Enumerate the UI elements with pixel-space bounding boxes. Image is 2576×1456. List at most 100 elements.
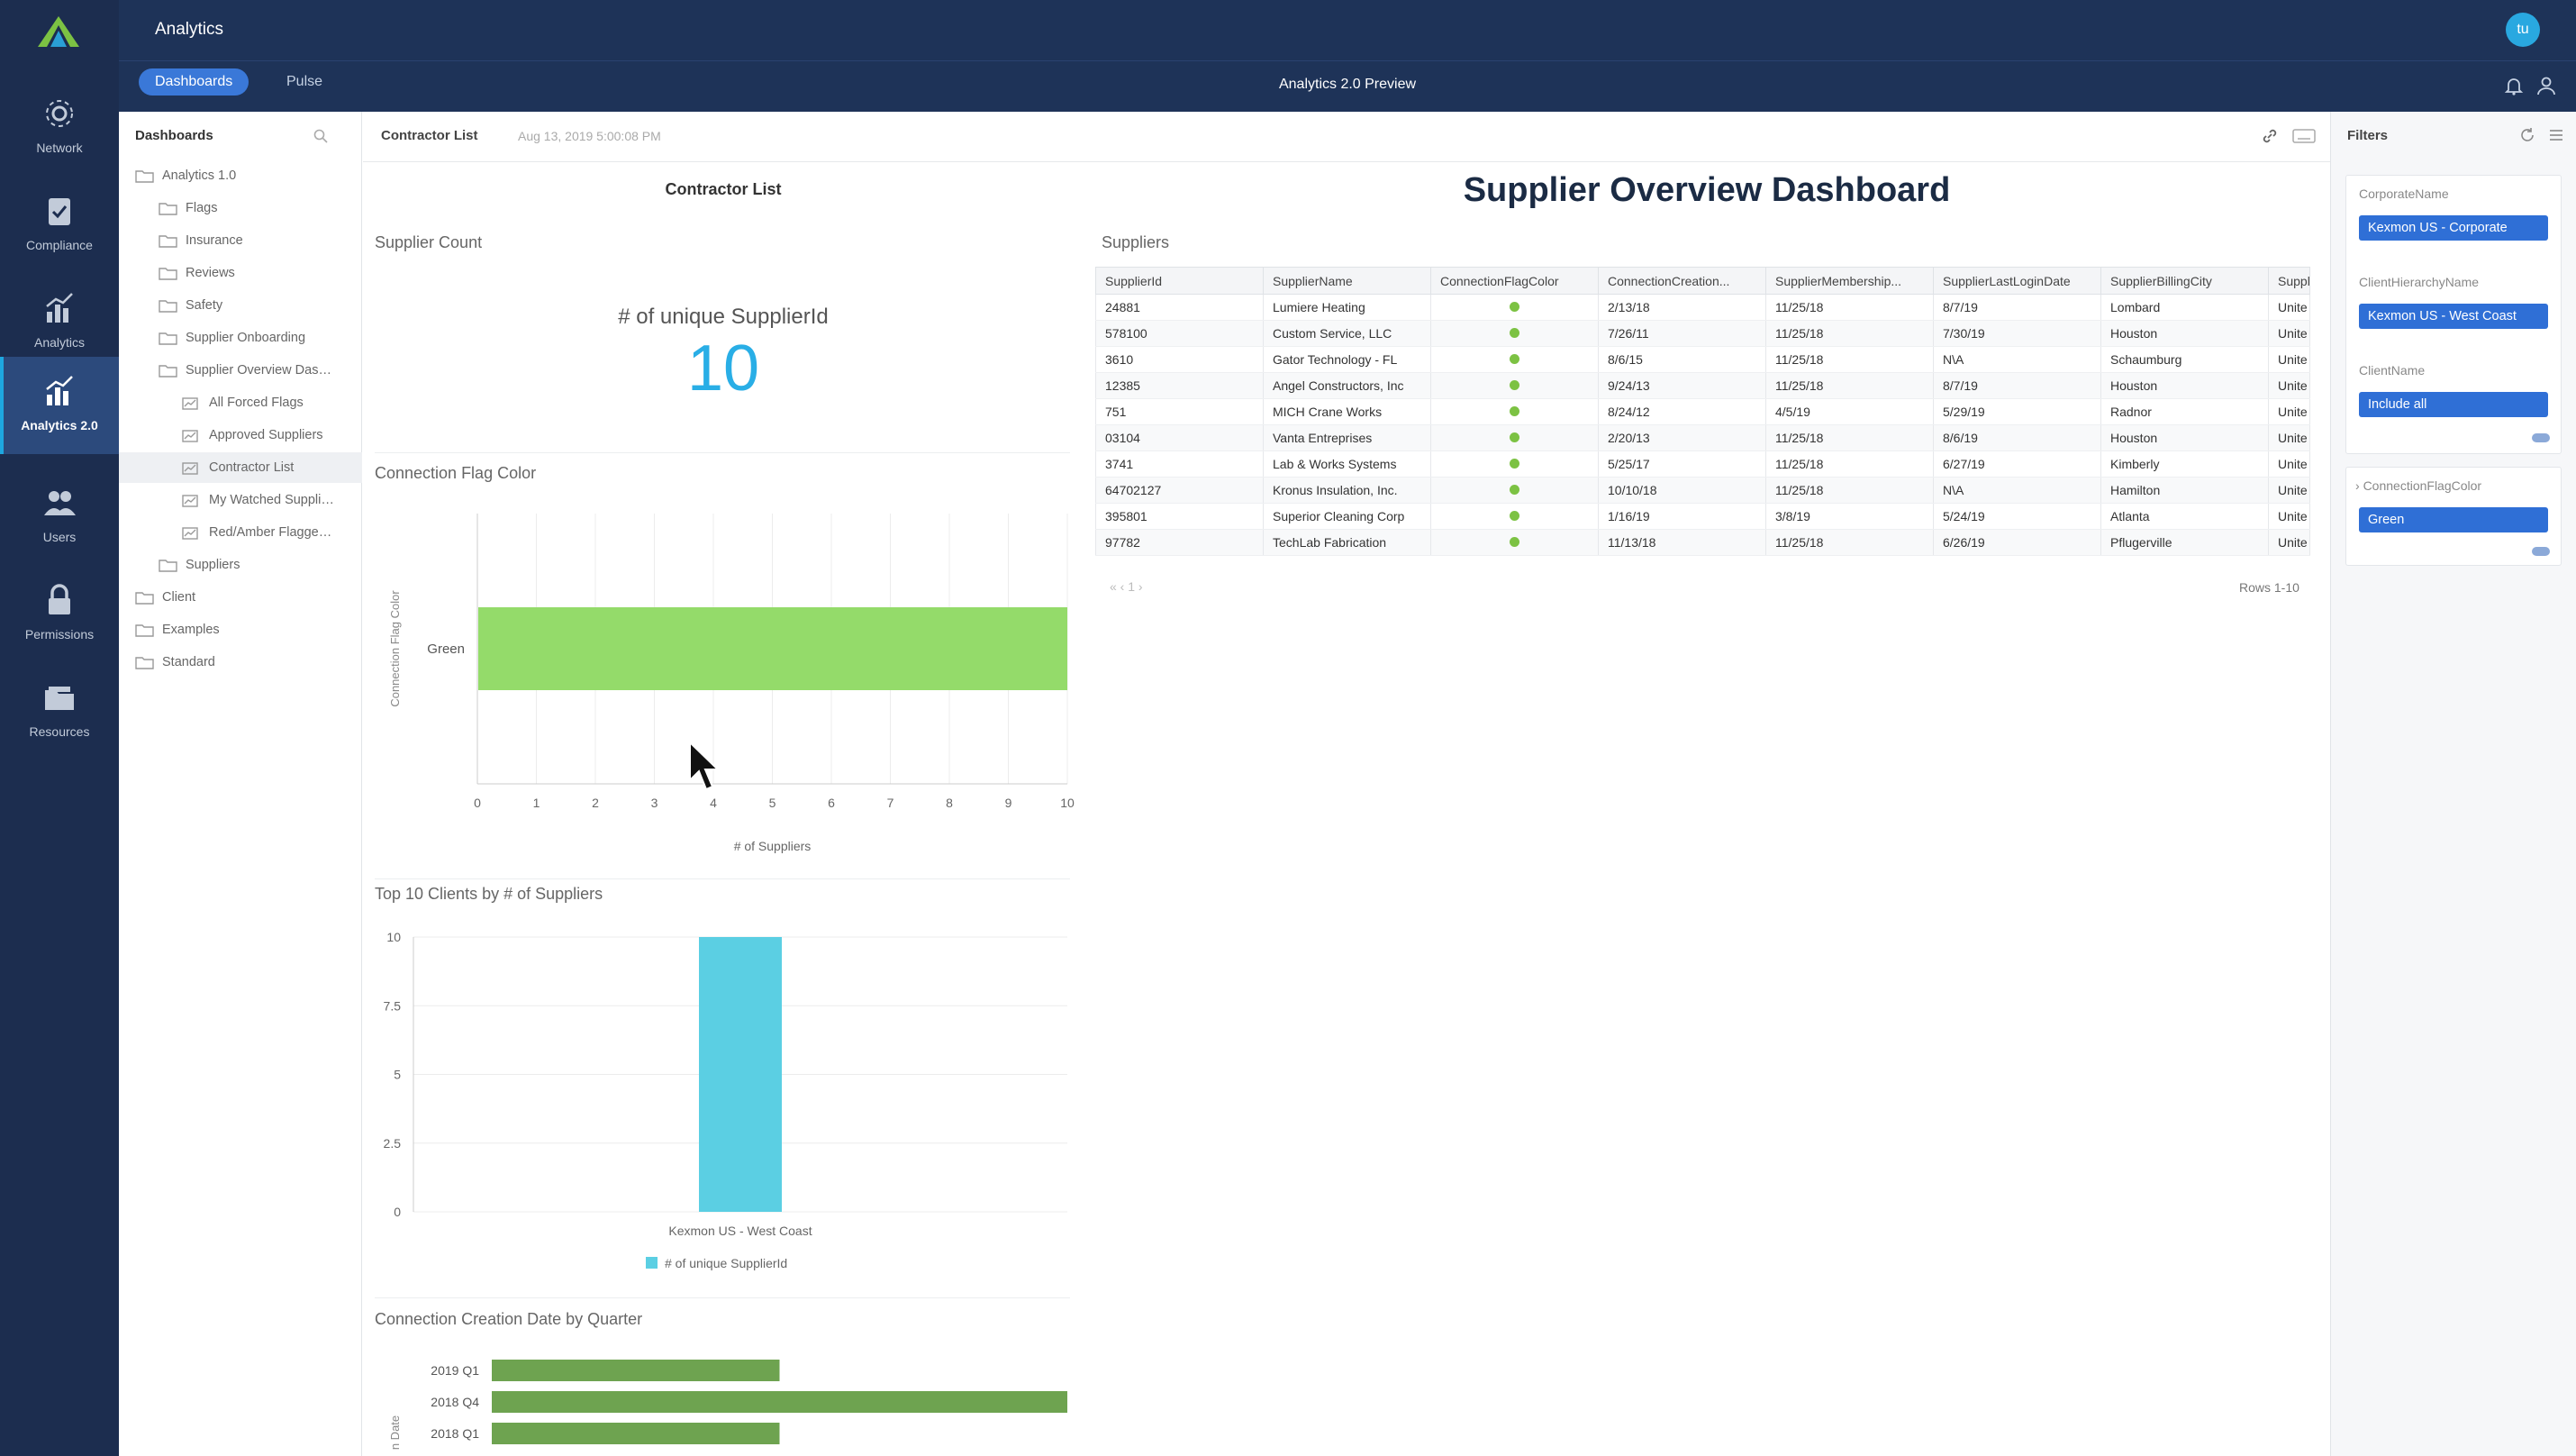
tree-item[interactable]: Reviews <box>119 258 362 288</box>
green-status-dot <box>1510 459 1519 469</box>
tree-item[interactable]: Analytics 1.0 <box>119 160 362 191</box>
y-tick-label: 10 <box>386 930 401 944</box>
table-row[interactable]: 12385 Angel Constructors, Inc 9/24/13 11/25… <box>1095 372 2310 399</box>
refresh-icon[interactable] <box>2518 126 2536 144</box>
content-header: Contractor List Aug 13, 2019 5:00:08 PM <box>363 112 2345 162</box>
nav-label: Users <box>42 530 77 544</box>
chevron-right-icon[interactable]: › <box>2355 478 2360 493</box>
y-axis-label: n Date <box>388 1415 402 1450</box>
table-cell: 3610 <box>1095 346 1264 373</box>
search-icon[interactable] <box>313 128 329 144</box>
table-row[interactable]: 3741 Lab & Works Systems 5/25/17 11/25/18 6/… <box>1095 450 2310 478</box>
column-header[interactable]: SupplierLastLoginDate <box>1933 267 2101 295</box>
table-cell: Houston <box>2100 424 2269 451</box>
table-row[interactable]: 3610 Gator Technology - FL 8/6/15 11/25/18 N… <box>1095 346 2310 373</box>
table-row[interactable]: 578100 Custom Service, LLC 7/26/11 11/25/18… <box>1095 320 2310 347</box>
x-tick-label: 8 <box>946 796 953 810</box>
nav-item-permissions[interactable]: Permissions <box>0 566 119 663</box>
column-header[interactable]: SupplierName <box>1263 267 1431 295</box>
table-cell: Angel Constructors, Inc <box>1263 372 1431 399</box>
tree-item[interactable]: My Watched Suppliers <box>119 485 362 515</box>
dashboard-title: Supplier Overview Dashboard <box>1463 171 1951 209</box>
avatar[interactable]: tu <box>2506 13 2540 47</box>
filter-label: CorporateName <box>2359 187 2449 201</box>
nav-item-compliance[interactable]: Compliance <box>0 177 119 274</box>
tab-pulse[interactable]: Pulse <box>286 74 323 89</box>
breadcrumb[interactable]: Contractor List <box>381 128 478 143</box>
tree-item[interactable]: Safety <box>119 290 362 321</box>
nav-item-network[interactable]: Network <box>0 79 119 177</box>
table-row[interactable]: 03104 Vanta Entreprises 2/20/13 11/25/18 8/6… <box>1095 424 2310 451</box>
filter-label: ClientHierarchyName <box>2359 275 2480 289</box>
table-cell: 03104 <box>1095 424 1264 451</box>
flag-color-cell <box>1430 529 1599 556</box>
filter-value-flag[interactable]: Green <box>2359 507 2548 532</box>
table-cell: 6/27/19 <box>1933 450 2101 478</box>
flag-color-cell <box>1430 346 1599 373</box>
table-row[interactable]: 751 MICH Crane Works 8/24/12 4/5/19 5/29/19 R… <box>1095 398 2310 425</box>
table-cell: 4/5/19 <box>1765 398 1934 425</box>
flag-color-cell <box>1430 294 1599 321</box>
column-header[interactable]: SupplierId <box>1095 267 1264 295</box>
table-cell: 751 <box>1095 398 1264 425</box>
tree-item[interactable]: Client <box>119 582 362 613</box>
nav-item-resources[interactable]: Resources <box>0 663 119 760</box>
tree-item[interactable]: Supplier Onboarding <box>119 323 362 353</box>
table-row[interactable]: 97782 TechLab Fabrication 11/13/18 11/25/18… <box>1095 529 2310 556</box>
tree-item[interactable]: Supplier Overview Dashb... <box>119 355 362 386</box>
column-header[interactable]: SupplierBillingCity <box>2100 267 2269 295</box>
tree-item[interactable]: Suppliers <box>119 550 362 580</box>
tree-item[interactable]: Insurance <box>119 225 362 256</box>
analytics-2-icon <box>46 376 73 405</box>
menu-icon[interactable] <box>2547 126 2565 144</box>
table-cell: Houston <box>2100 372 2269 399</box>
link-icon[interactable] <box>2260 126 2280 146</box>
column-header[interactable]: ConnectionCreation... <box>1598 267 1766 295</box>
legend-label: # of unique SupplierId <box>665 1256 787 1270</box>
nav-item-analytics[interactable]: Analytics <box>0 274 119 371</box>
tree-item[interactable]: Red/Amber Flagged a... <box>119 517 362 548</box>
y-tick-label: 7.5 <box>384 998 402 1013</box>
flag-color-chart[interactable]: 0 1 2 3 4 5 6 7 8 9 10 Green # of Suppliers Connectio… <box>363 487 1084 865</box>
tree-item[interactable]: Approved Suppliers <box>119 420 362 450</box>
flag-color-cell <box>1430 320 1599 347</box>
pagination[interactable]: « ‹ 1 › <box>1110 579 1143 594</box>
table-row[interactable]: 64702127 Kronus Insulation, Inc. 10/10/18 1… <box>1095 477 2310 504</box>
table-row[interactable]: 395801 Superior Cleaning Corp 1/16/19 3/8/1… <box>1095 503 2310 530</box>
table-cell: Kimberly <box>2100 450 2269 478</box>
keyboard-icon[interactable] <box>2292 128 2316 144</box>
user-icon[interactable] <box>2536 76 2556 96</box>
tree-item[interactable]: All Forced Flags <box>119 387 362 418</box>
table-cell: Unite <box>2268 398 2310 425</box>
bell-icon[interactable] <box>2504 76 2524 96</box>
filter-value-client[interactable]: Include all <box>2359 392 2548 417</box>
filter-value-corporate[interactable]: Kexmon US - Corporate <box>2359 215 2548 241</box>
tab-dashboards[interactable]: Dashboards <box>139 68 249 96</box>
tree-item[interactable]: Standard <box>119 647 362 678</box>
table-cell: 97782 <box>1095 529 1264 556</box>
quarter-chart-title: Connection Creation Date by Quarter <box>375 1310 643 1328</box>
folder-icon <box>135 657 154 669</box>
quarter-chart[interactable]: 2019 Q1 2018 Q4 2018 Q1 n Date <box>363 1342 1084 1456</box>
column-header[interactable]: Suppl <box>2268 267 2310 295</box>
table-cell: 11/25/18 <box>1765 424 1934 451</box>
table-cell: 11/25/18 <box>1765 346 1934 373</box>
table-cell: 8/6/15 <box>1598 346 1766 373</box>
app-logo-icon[interactable] <box>36 14 81 49</box>
column-header[interactable]: SupplierMembership... <box>1765 267 1934 295</box>
table-cell: 24881 <box>1095 294 1264 321</box>
tree-item[interactable]: Flags <box>119 193 362 223</box>
filter-toggle[interactable] <box>2532 433 2550 442</box>
folder-icon <box>159 332 177 345</box>
column-header[interactable]: ConnectionFlagColor <box>1430 267 1599 295</box>
top-clients-chart[interactable]: 0 2.5 5 7.5 10 Kexmon US - West Coast # of uni… <box>363 910 1084 1288</box>
filter-toggle[interactable] <box>2532 547 2550 556</box>
nav-item-users[interactable]: Users <box>0 469 119 566</box>
tree-item[interactable]: Contractor List <box>119 452 362 483</box>
filter-value-hierarchy[interactable]: Kexmon US - West Coast <box>2359 304 2548 329</box>
table-row[interactable]: 24881 Lumiere Heating 2/13/18 11/25/18 8/7/1… <box>1095 294 2310 321</box>
table-cell: 8/7/19 <box>1933 372 2101 399</box>
tree-item[interactable]: Examples <box>119 614 362 645</box>
table-cell: Vanta Entreprises <box>1263 424 1431 451</box>
nav-item-analytics-2[interactable]: Analytics 2.0 <box>0 357 119 454</box>
